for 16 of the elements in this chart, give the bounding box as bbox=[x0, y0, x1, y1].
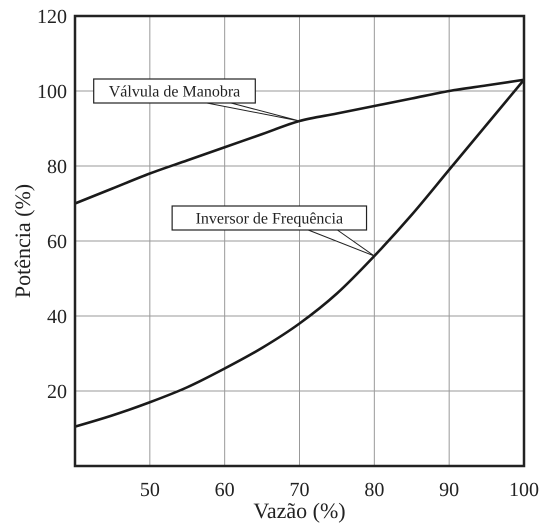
x-tick-label: 90 bbox=[439, 479, 460, 501]
y-tick-label: 80 bbox=[47, 156, 67, 178]
annotation: Inversor de Frequência bbox=[196, 210, 344, 228]
x-tick-label: 70 bbox=[290, 479, 310, 501]
x-tick-label: 100 bbox=[509, 479, 539, 501]
x-tick-label: 50 bbox=[140, 479, 160, 501]
y-tick-label: 120 bbox=[37, 6, 67, 28]
y-axis-title: Potência (%) bbox=[10, 184, 35, 298]
x-tick-label: 80 bbox=[364, 479, 384, 501]
y-tick-label: 100 bbox=[37, 81, 67, 103]
y-tick-label: 20 bbox=[47, 381, 67, 403]
y-tick-label: 40 bbox=[47, 306, 67, 328]
annotation: Válvula de Manobra bbox=[108, 84, 240, 101]
x-axis-title: Vazão (%) bbox=[253, 498, 346, 523]
y-tick-label: 60 bbox=[47, 231, 67, 253]
x-tick-label: 60 bbox=[214, 479, 235, 501]
